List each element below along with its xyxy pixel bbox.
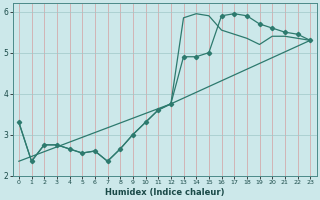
- X-axis label: Humidex (Indice chaleur): Humidex (Indice chaleur): [105, 188, 224, 197]
